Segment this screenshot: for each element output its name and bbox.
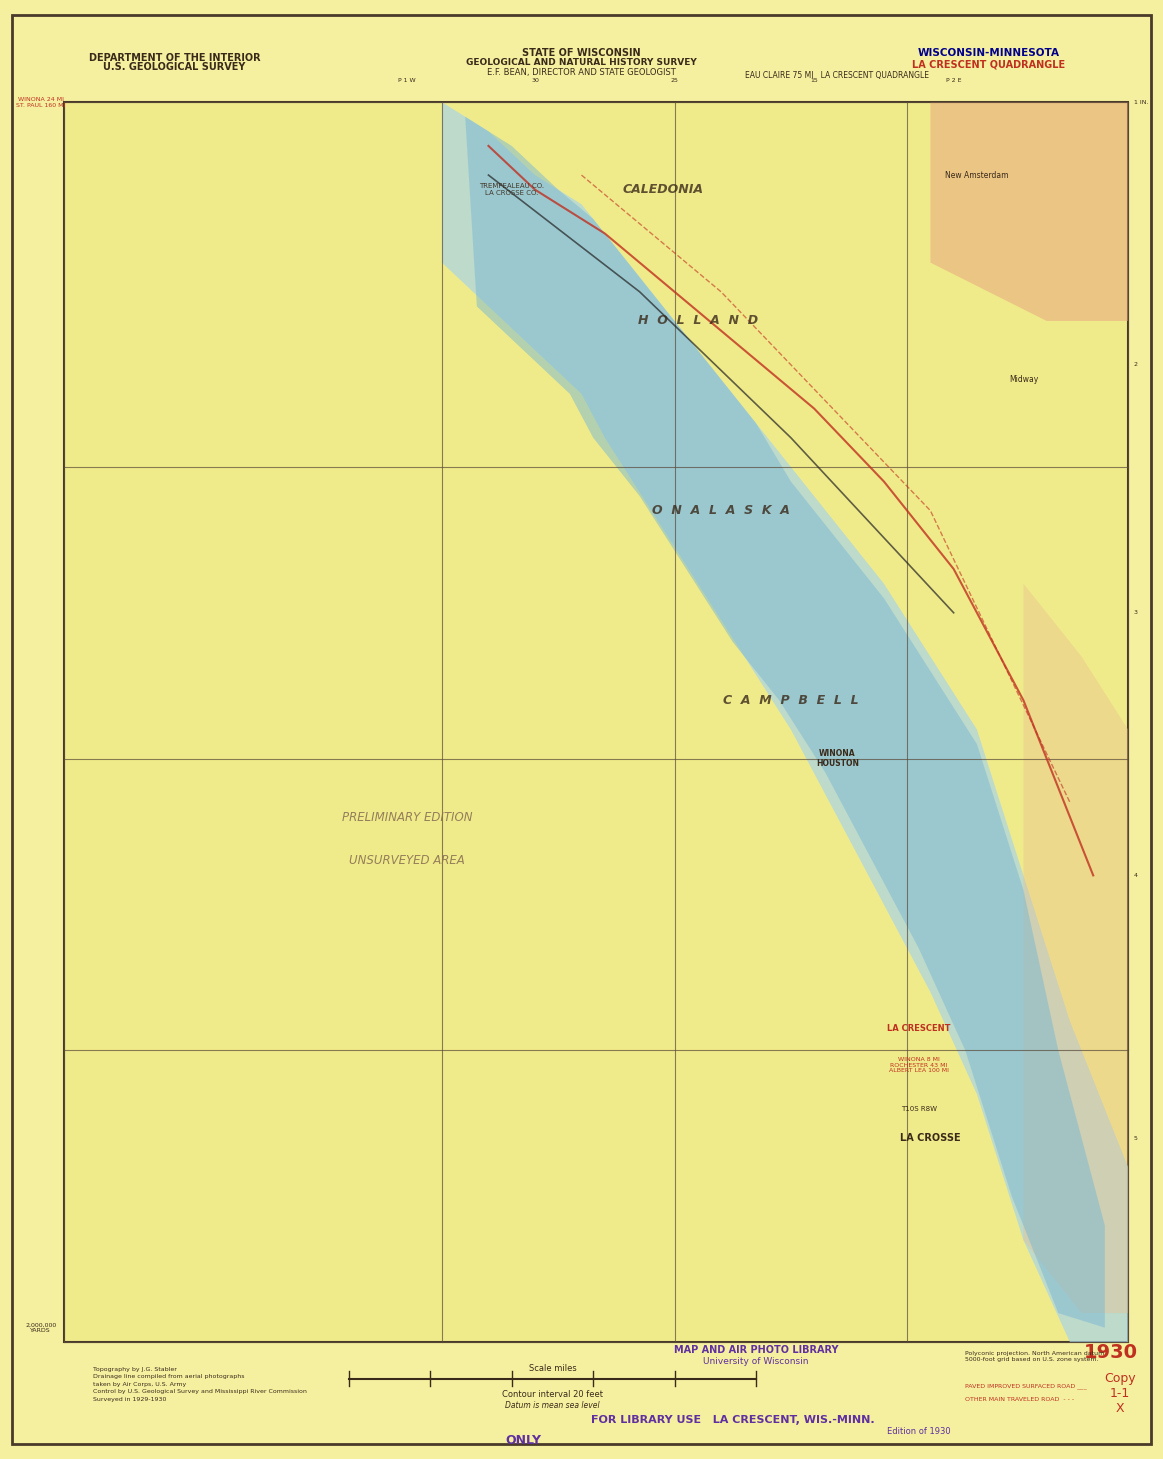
Text: WINONA 8 MI
ROCHESTER 43 MI
ALBERT LEA 100 MI: WINONA 8 MI ROCHESTER 43 MI ALBERT LEA 1… xyxy=(889,1056,949,1074)
Polygon shape xyxy=(465,117,1105,1328)
Text: OTHER MAIN TRAVELED ROAD  - - -: OTHER MAIN TRAVELED ROAD - - - xyxy=(965,1396,1075,1402)
Text: STATE OF WISCONSIN: STATE OF WISCONSIN xyxy=(522,48,641,57)
Text: MAP AND AIR PHOTO LIBRARY: MAP AND AIR PHOTO LIBRARY xyxy=(673,1345,839,1354)
Text: UNSURVEYED AREA: UNSURVEYED AREA xyxy=(349,855,465,867)
Text: Contour interval 20 feet: Contour interval 20 feet xyxy=(502,1390,602,1399)
Bar xyxy=(64,102,1128,1342)
Text: 30: 30 xyxy=(531,77,538,83)
Text: New Amsterdam: New Amsterdam xyxy=(946,171,1008,179)
Text: WINONA 24 MI
ST. PAUL 160 MI: WINONA 24 MI ST. PAUL 160 MI xyxy=(16,96,65,108)
Text: LA CRESCENT: LA CRESCENT xyxy=(887,1024,950,1033)
Text: H  O  L  L  A  N  D: H O L L A N D xyxy=(637,315,758,327)
Text: LA CROSSE: LA CROSSE xyxy=(900,1134,961,1142)
Text: University of Wisconsin: University of Wisconsin xyxy=(704,1357,808,1366)
Text: Scale miles: Scale miles xyxy=(528,1364,577,1373)
Text: 5: 5 xyxy=(1134,1135,1137,1141)
Text: C  A  M  P  B  E  L  L: C A M P B E L L xyxy=(723,694,858,706)
Text: U.S. GEOLOGICAL SURVEY: U.S. GEOLOGICAL SURVEY xyxy=(104,63,245,71)
Text: 1930: 1930 xyxy=(1084,1342,1137,1363)
Text: DEPARTMENT OF THE INTERIOR: DEPARTMENT OF THE INTERIOR xyxy=(88,54,261,63)
Text: 15: 15 xyxy=(811,77,818,83)
Text: EAU CLAIRE 75 MI   LA CRESCENT QUADRANGLE: EAU CLAIRE 75 MI LA CRESCENT QUADRANGLE xyxy=(745,71,929,80)
Text: 4: 4 xyxy=(1134,872,1137,878)
Text: Copy
1-1
X: Copy 1-1 X xyxy=(1104,1371,1136,1415)
Text: PRELIMINARY EDITION: PRELIMINARY EDITION xyxy=(342,811,472,823)
Text: 2: 2 xyxy=(1134,362,1137,368)
Text: E.F. BEAN, DIRECTOR AND STATE GEOLOGIST: E.F. BEAN, DIRECTOR AND STATE GEOLOGIST xyxy=(487,69,676,77)
Text: 3: 3 xyxy=(1134,610,1137,616)
Text: P 2 E: P 2 E xyxy=(946,77,962,83)
Text: TREMPEALEAU CO.
LA CROSSE CO.: TREMPEALEAU CO. LA CROSSE CO. xyxy=(479,184,544,196)
Text: 1 IN.: 1 IN. xyxy=(1134,99,1148,105)
Text: PAVED IMPROVED SURFACED ROAD ___: PAVED IMPROVED SURFACED ROAD ___ xyxy=(965,1383,1087,1389)
Text: P 1 W: P 1 W xyxy=(398,77,416,83)
Text: O  N  A  L  A  S  K  A: O N A L A S K A xyxy=(652,505,790,516)
Polygon shape xyxy=(1023,584,1128,1313)
Text: LA CRESCENT QUADRANGLE: LA CRESCENT QUADRANGLE xyxy=(912,60,1065,69)
Polygon shape xyxy=(442,102,1128,1342)
Text: Datum is mean sea level: Datum is mean sea level xyxy=(505,1401,600,1409)
Text: 25: 25 xyxy=(671,77,678,83)
Text: Edition of 1930: Edition of 1930 xyxy=(887,1427,950,1436)
Text: GEOLOGICAL AND NATURAL HISTORY SURVEY: GEOLOGICAL AND NATURAL HISTORY SURVEY xyxy=(466,58,697,67)
Text: CALEDONIA: CALEDONIA xyxy=(622,184,704,196)
Text: Polyconic projection. North American datum
5000-foot grid based on U.S. zone sys: Polyconic projection. North American dat… xyxy=(965,1351,1105,1363)
Text: Topography by J.G. Stabler
Drainage line compiled from aerial photographs
taken : Topography by J.G. Stabler Drainage line… xyxy=(93,1367,307,1402)
Text: FOR LIBRARY USE   LA CRESCENT, WIS.-MINN.: FOR LIBRARY USE LA CRESCENT, WIS.-MINN. xyxy=(591,1415,875,1424)
Text: WISCONSIN-MINNESOTA: WISCONSIN-MINNESOTA xyxy=(918,48,1059,57)
Text: Midway: Midway xyxy=(1008,375,1039,384)
Polygon shape xyxy=(930,102,1128,321)
Text: ONLY: ONLY xyxy=(506,1434,541,1446)
Text: 2,000,000
YARDS: 2,000,000 YARDS xyxy=(26,1322,56,1334)
Text: WINONA
HOUSTON: WINONA HOUSTON xyxy=(816,748,858,769)
Text: T10S R8W: T10S R8W xyxy=(901,1106,936,1112)
